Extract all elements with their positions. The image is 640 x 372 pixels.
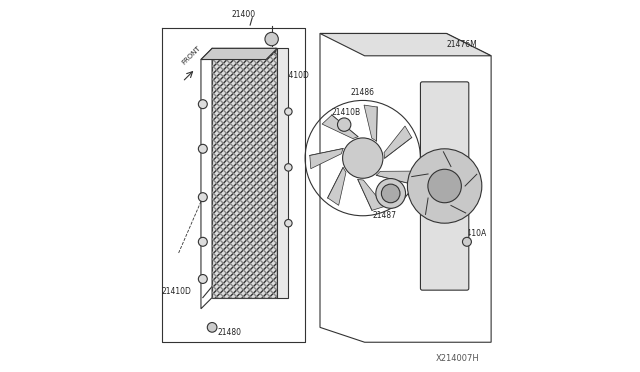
Text: 21410B: 21410B <box>331 108 360 117</box>
Polygon shape <box>212 48 277 298</box>
Circle shape <box>198 237 207 246</box>
Polygon shape <box>328 168 346 205</box>
Circle shape <box>463 237 472 246</box>
Polygon shape <box>384 126 412 158</box>
Polygon shape <box>310 148 343 169</box>
Text: 21476M: 21476M <box>447 39 477 48</box>
Circle shape <box>376 179 406 208</box>
Polygon shape <box>358 179 385 210</box>
Text: 21487: 21487 <box>372 211 396 219</box>
Text: 21410A: 21410A <box>458 229 487 238</box>
FancyBboxPatch shape <box>420 82 468 290</box>
Text: X214007H: X214007H <box>436 354 479 363</box>
Polygon shape <box>320 33 491 56</box>
Circle shape <box>285 108 292 115</box>
Circle shape <box>285 164 292 171</box>
Circle shape <box>408 149 482 223</box>
Circle shape <box>337 118 351 131</box>
Circle shape <box>198 100 207 109</box>
Polygon shape <box>322 115 358 139</box>
Circle shape <box>428 169 461 203</box>
Circle shape <box>265 32 278 46</box>
Text: 21486: 21486 <box>351 88 375 97</box>
Text: FRONT: FRONT <box>181 45 202 66</box>
Circle shape <box>198 275 207 283</box>
Polygon shape <box>376 171 414 183</box>
Polygon shape <box>364 105 377 141</box>
Polygon shape <box>277 48 289 298</box>
Circle shape <box>198 144 207 153</box>
Text: 21400: 21400 <box>232 10 256 19</box>
Circle shape <box>198 193 207 202</box>
Text: 21410D: 21410D <box>273 51 309 80</box>
Circle shape <box>381 184 400 203</box>
Text: 21480: 21480 <box>218 328 242 337</box>
Circle shape <box>342 138 383 178</box>
Circle shape <box>285 219 292 227</box>
Polygon shape <box>201 48 277 60</box>
Text: 21410D: 21410D <box>162 287 192 296</box>
Circle shape <box>207 323 217 332</box>
